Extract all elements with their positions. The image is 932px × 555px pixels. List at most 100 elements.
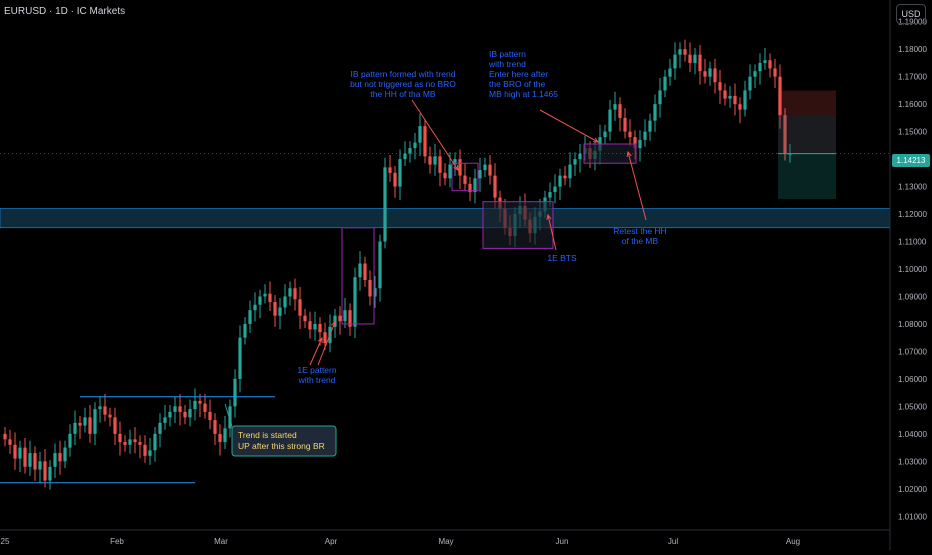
candle-body: [108, 414, 112, 418]
candle-body: [778, 76, 782, 116]
time-axis-label: 25: [1, 537, 10, 546]
candle-body: [378, 241, 382, 289]
candle-body: [213, 420, 217, 434]
candle-body: [568, 164, 572, 179]
candle-body: [203, 403, 207, 412]
candle-body: [193, 400, 197, 410]
candle-body: [153, 433, 157, 451]
entry-zone: [778, 115, 836, 154]
price-axis-label: 1.07000: [898, 347, 927, 356]
candle-body: [358, 263, 362, 278]
candle-body: [353, 277, 357, 327]
candle-body: [428, 156, 432, 165]
arrow-head: [592, 137, 600, 143]
candle-body: [768, 60, 772, 69]
candle-body: [138, 442, 142, 445]
candle-body: [123, 442, 127, 445]
candle-body: [248, 310, 252, 324]
candle-body: [343, 310, 347, 322]
price-axis-label: 1.08000: [898, 320, 927, 329]
candle-body: [433, 156, 437, 165]
callout-pointer: [224, 403, 233, 427]
candle-body: [98, 406, 102, 410]
candle-body: [473, 178, 477, 193]
candle-body: [638, 139, 642, 149]
price-axis-label: 1.13000: [898, 183, 927, 192]
take-profit-zone: [778, 153, 836, 199]
candle-body: [733, 95, 737, 105]
price-axis-label: 1.05000: [898, 402, 927, 411]
annotation-1e-bts: 1E BTS: [547, 253, 577, 263]
candle-body: [233, 378, 237, 407]
price-axis-label: 1.09000: [898, 292, 927, 301]
candle-body: [208, 411, 212, 421]
candle-body: [578, 153, 582, 160]
candle-body: [418, 126, 422, 143]
candle-body: [273, 301, 277, 316]
arrow-head: [546, 213, 552, 220]
time-axis-label: May: [438, 537, 453, 546]
candle-body: [643, 131, 647, 140]
candle-body: [603, 131, 607, 138]
candle-body: [253, 304, 257, 311]
candle-body: [88, 417, 92, 434]
candle-body: [223, 428, 227, 443]
arrow-head: [330, 320, 336, 328]
candle-body: [48, 466, 52, 481]
arrow-head: [317, 336, 323, 344]
candle-body: [298, 299, 302, 316]
time-axis-label: Apr: [325, 537, 338, 546]
candle-body: [708, 68, 712, 77]
candle-body: [448, 164, 452, 179]
candle-body: [438, 156, 442, 173]
candle-body: [283, 296, 287, 308]
candle-body: [633, 137, 637, 149]
candle-body: [698, 54, 702, 72]
candle-body: [28, 453, 32, 467]
time-axis-label: Jun: [556, 537, 569, 546]
price-axis-label: 1.18000: [898, 45, 927, 54]
candle-body: [553, 186, 557, 193]
candle-body: [488, 164, 492, 176]
candle-body: [373, 288, 377, 297]
time-axis-label: Feb: [110, 537, 124, 546]
candle-body: [303, 315, 307, 322]
candle-body: [458, 159, 462, 176]
candle-body: [58, 453, 62, 462]
candle-body: [558, 175, 562, 187]
currency-button[interactable]: USD: [896, 4, 926, 24]
candle-body: [453, 159, 457, 165]
candle-body: [403, 153, 407, 160]
arrow: [309, 337, 323, 366]
candle-body: [228, 406, 232, 429]
candle-body: [183, 411, 187, 418]
current-price-badge: 1.14213: [892, 154, 930, 167]
pattern-box: [583, 143, 637, 164]
arrow: [317, 321, 336, 366]
price-axis-label: 1.17000: [898, 73, 927, 82]
candle-body: [258, 296, 262, 305]
candle-body: [783, 115, 787, 154]
candle-body: [728, 95, 732, 99]
candle-body: [188, 409, 192, 418]
candle-body: [53, 453, 57, 467]
candle-body: [408, 148, 412, 154]
candle-body: [463, 175, 467, 184]
candle-body: [128, 439, 132, 445]
candle-body: [563, 175, 567, 179]
price-axis-label: 1.04000: [898, 430, 927, 439]
candle-body: [103, 406, 107, 415]
candle-body: [423, 126, 427, 157]
candle-body: [23, 447, 27, 467]
stop-loss-zone: [778, 90, 836, 116]
pattern-box: [341, 227, 375, 325]
candle-body: [158, 422, 162, 434]
candle-body: [648, 120, 652, 132]
candle-body: [3, 433, 7, 440]
candle-body: [143, 444, 147, 456]
candle-body: [318, 323, 322, 333]
candle-body: [443, 172, 447, 179]
candle-body: [388, 167, 392, 173]
